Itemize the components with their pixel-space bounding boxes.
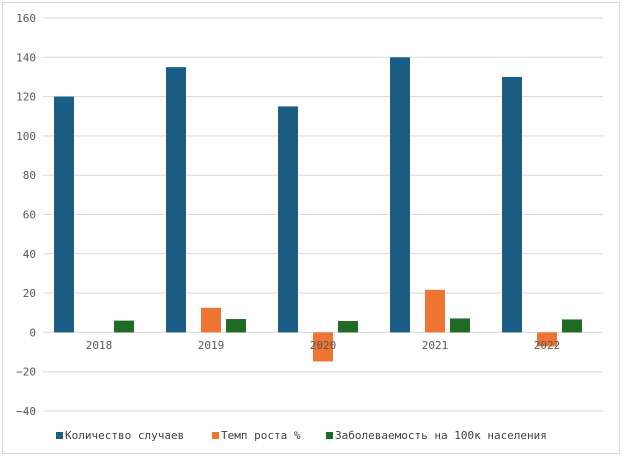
bar-2021-series-2 — [450, 318, 470, 333]
legend-label: Темп роста % — [221, 429, 301, 442]
x-axis-ticks: 2018 2019 2020 2021 2022 — [86, 339, 561, 352]
bar-2018-series-2 — [114, 320, 134, 333]
legend-label: Заболеваемость на 100к населения — [335, 429, 547, 442]
bar-2022-series-1 — [537, 332, 557, 347]
x-tick-label: 2021 — [422, 339, 449, 352]
y-tick-label: −20 — [16, 366, 36, 379]
y-tick-label: 120 — [16, 91, 36, 104]
y-tick-label: 20 — [23, 287, 36, 300]
bar-2022-series-2 — [562, 319, 582, 333]
bar-2021-series-1 — [425, 289, 445, 333]
bar-2020-series-1 — [313, 332, 333, 362]
bar-2021-series-0 — [390, 57, 410, 333]
bar-2022-series-0 — [502, 76, 522, 333]
x-tick-label: 2022 — [534, 339, 561, 352]
legend-label: Количество случаев — [65, 429, 184, 442]
bar-2019-series-0 — [166, 67, 186, 333]
bars — [54, 57, 582, 362]
y-tick-label: 140 — [16, 51, 36, 64]
bar-2018-series-0 — [54, 96, 74, 333]
bar-2020-series-2 — [338, 321, 358, 333]
legend-swatch — [212, 432, 219, 439]
y-tick-label: 60 — [23, 209, 36, 222]
y-axis-ticks: −40 −20 0 20 40 60 80 100 120 140 160 — [16, 12, 36, 418]
x-tick-label: 2019 — [198, 339, 225, 352]
y-tick-label: 0 — [29, 326, 36, 339]
x-tick-label: 2018 — [86, 339, 113, 352]
y-tick-label: 80 — [23, 169, 36, 182]
bar-2020-series-0 — [278, 106, 298, 333]
bar-2019-series-1 — [201, 307, 221, 333]
legend-swatch — [326, 432, 333, 439]
bar-2019-series-2 — [226, 319, 246, 333]
y-tick-label: −40 — [16, 405, 36, 418]
x-tick-label: 2020 — [310, 339, 337, 352]
y-tick-label: 160 — [16, 12, 36, 25]
legend: Количество случаев Темп роста % Заболеваем… — [56, 429, 547, 442]
y-tick-label: 40 — [23, 248, 36, 261]
y-tick-label: 100 — [16, 130, 36, 143]
legend-swatch — [56, 432, 63, 439]
